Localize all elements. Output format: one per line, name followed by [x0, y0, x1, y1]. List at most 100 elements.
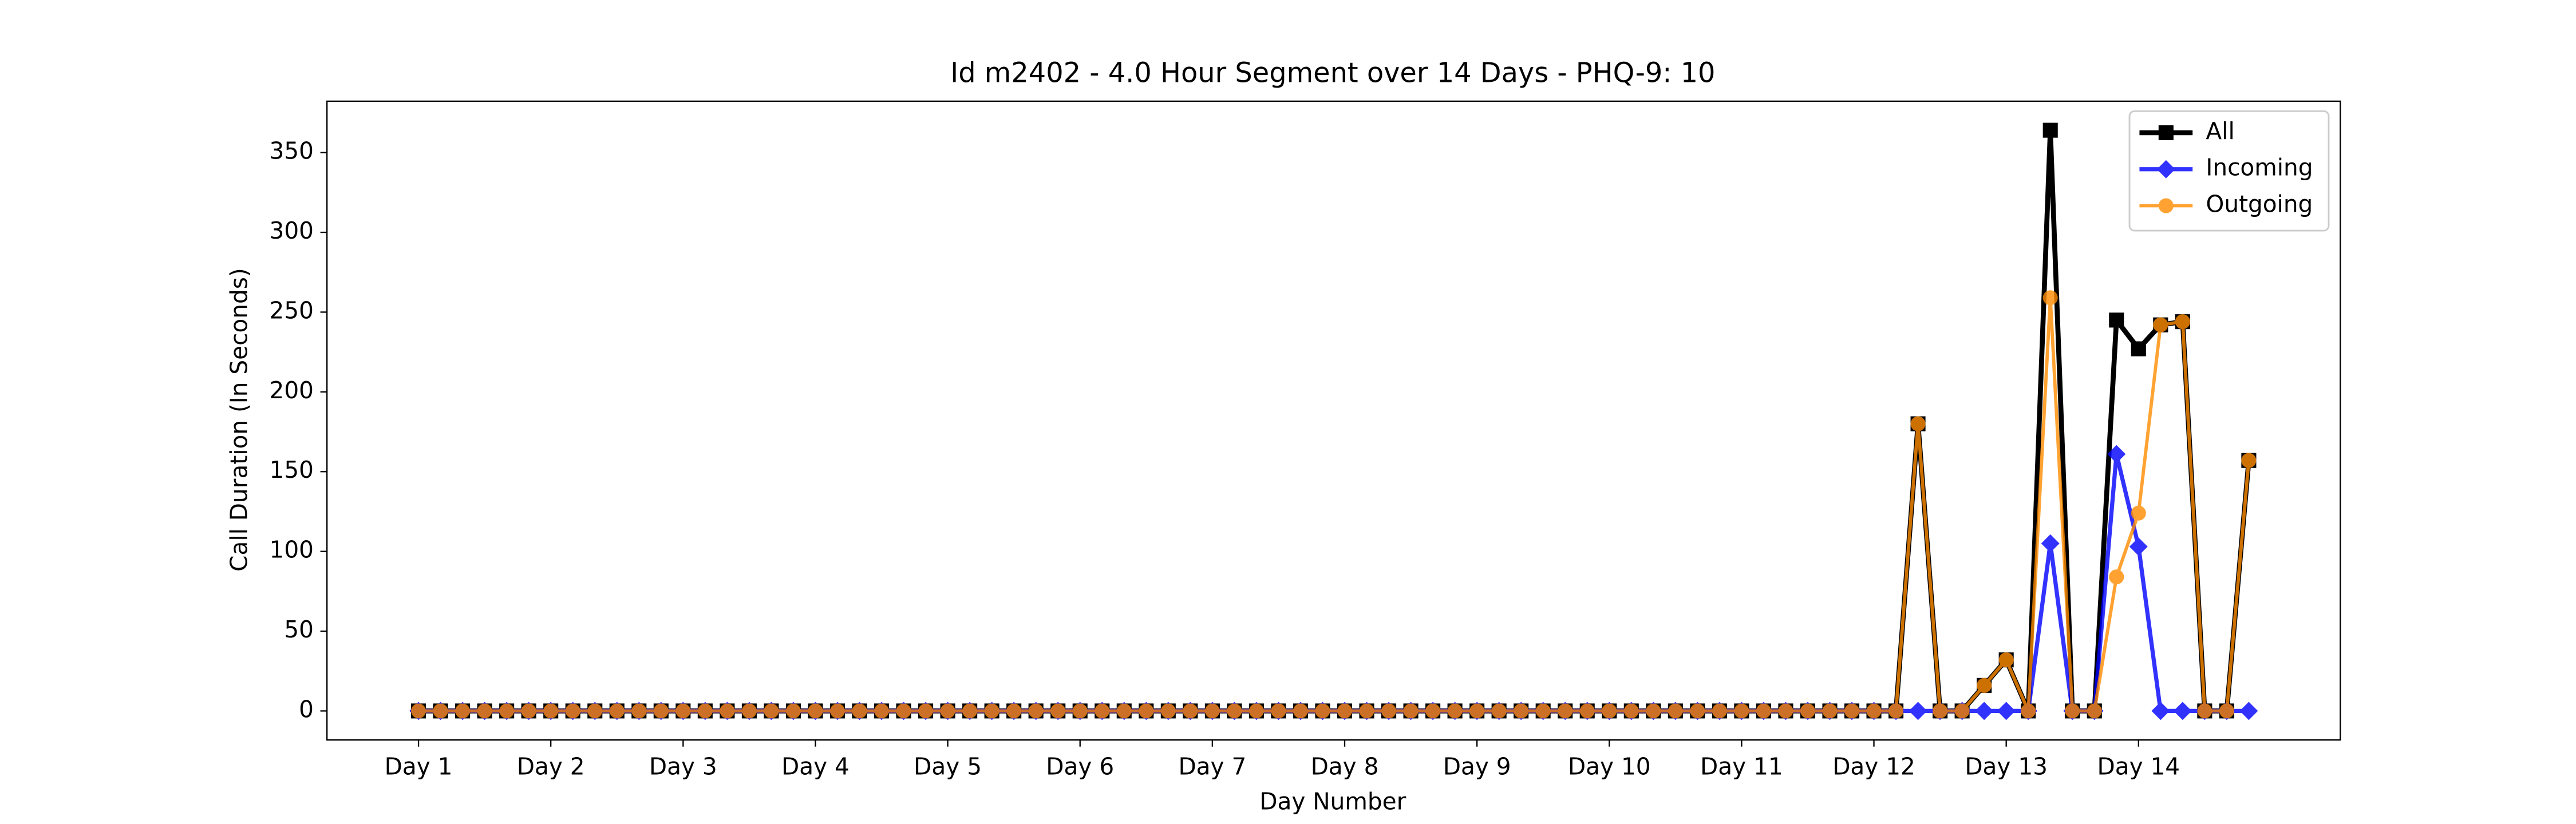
- marker: [1204, 703, 1220, 719]
- marker: [521, 703, 536, 719]
- marker: [1072, 703, 1088, 719]
- legend-label: Outgoing: [2206, 191, 2313, 218]
- marker: [829, 703, 846, 719]
- marker: [1293, 703, 1309, 719]
- y-tick-label: 250: [270, 296, 314, 324]
- marker: [1095, 703, 1110, 719]
- marker: [1469, 703, 1485, 719]
- marker: [2173, 702, 2192, 720]
- marker: [1183, 703, 1198, 719]
- marker: [808, 703, 823, 719]
- marker: [1997, 702, 2016, 720]
- marker: [1844, 703, 1860, 719]
- marker: [1646, 703, 1661, 719]
- marker: [1998, 652, 2014, 668]
- marker: [1491, 703, 1507, 719]
- marker: [741, 703, 757, 719]
- marker: [2239, 702, 2258, 720]
- marker: [631, 703, 647, 719]
- marker: [1337, 703, 1353, 719]
- x-tick-label: Day 14: [2097, 752, 2180, 780]
- marker: [2158, 125, 2174, 141]
- legend-label: Incoming: [2206, 154, 2313, 181]
- marker: [2153, 317, 2168, 332]
- marker: [1910, 416, 1926, 431]
- marker: [2241, 453, 2257, 468]
- chart-title: Id m2402 - 4.0 Hour Segment over 14 Days…: [950, 57, 1715, 89]
- x-tick-label: Day 3: [649, 752, 717, 780]
- marker: [433, 703, 448, 719]
- marker: [1975, 702, 1994, 720]
- marker: [2151, 702, 2170, 720]
- x-tick-label: Day 7: [1178, 752, 1246, 780]
- marker: [565, 703, 580, 719]
- marker: [675, 703, 691, 719]
- marker: [1381, 703, 1397, 719]
- marker: [1271, 703, 1286, 719]
- y-tick-label: 150: [270, 456, 314, 484]
- marker: [1050, 703, 1066, 719]
- marker: [653, 703, 669, 719]
- marker: [1933, 703, 1948, 719]
- marker: [1116, 703, 1132, 719]
- marker: [411, 703, 426, 719]
- marker: [499, 703, 515, 719]
- marker: [455, 703, 471, 719]
- x-tick-label: Day 11: [1700, 752, 1783, 780]
- marker: [1315, 703, 1330, 719]
- x-tick-label: Day 12: [1832, 752, 1915, 780]
- x-tick-label: Day 13: [1965, 752, 2048, 780]
- marker: [764, 703, 779, 719]
- marker: [2042, 290, 2058, 306]
- marker: [1425, 703, 1441, 719]
- marker: [1359, 703, 1374, 719]
- legend-label: All: [2206, 117, 2234, 145]
- y-axis-label: Call Duration (In Seconds): [225, 268, 252, 572]
- marker: [1558, 703, 1573, 719]
- marker: [587, 703, 603, 719]
- marker: [1028, 703, 1044, 719]
- marker: [1623, 703, 1639, 719]
- x-tick-label: Day 9: [1443, 752, 1511, 780]
- legend-item: [2139, 125, 2193, 141]
- marker: [1778, 703, 1793, 719]
- y-tick-label: 100: [270, 536, 314, 564]
- marker: [1756, 703, 1771, 719]
- x-axis-label: Day Number: [1259, 787, 1406, 815]
- marker: [1447, 703, 1463, 719]
- marker: [940, 703, 955, 719]
- legend: All Incoming Outgoing: [2128, 110, 2330, 232]
- marker: [543, 703, 559, 719]
- marker: [1160, 703, 1176, 719]
- marker: [1139, 703, 1154, 719]
- marker: [477, 703, 492, 719]
- y-tick-label: 50: [284, 616, 314, 643]
- marker: [1602, 703, 1617, 719]
- marker: [1909, 702, 1927, 720]
- x-tick-label: Day 5: [914, 752, 982, 780]
- legend-frame: [2128, 110, 2330, 232]
- marker: [962, 703, 978, 719]
- marker: [852, 703, 867, 719]
- y-tick-label: 200: [270, 377, 314, 404]
- marker: [1249, 703, 1264, 719]
- marker: [609, 703, 625, 719]
- marker: [1227, 703, 1242, 719]
- y-tick-label: 300: [270, 217, 314, 244]
- marker: [2131, 341, 2146, 356]
- marker: [2129, 537, 2148, 556]
- marker: [2109, 312, 2124, 328]
- y-tick-label: 0: [299, 695, 314, 723]
- marker: [1690, 703, 1705, 719]
- marker: [1668, 703, 1683, 719]
- x-tick-label: Day 4: [781, 752, 850, 780]
- x-tick-label: Day 2: [517, 752, 585, 780]
- marker: [2042, 122, 2058, 138]
- marker: [1822, 703, 1838, 719]
- marker: [896, 703, 911, 719]
- marker: [2107, 445, 2126, 464]
- marker: [2158, 198, 2174, 213]
- marker: [1954, 703, 1970, 719]
- x-tick-label: Day 6: [1046, 752, 1114, 780]
